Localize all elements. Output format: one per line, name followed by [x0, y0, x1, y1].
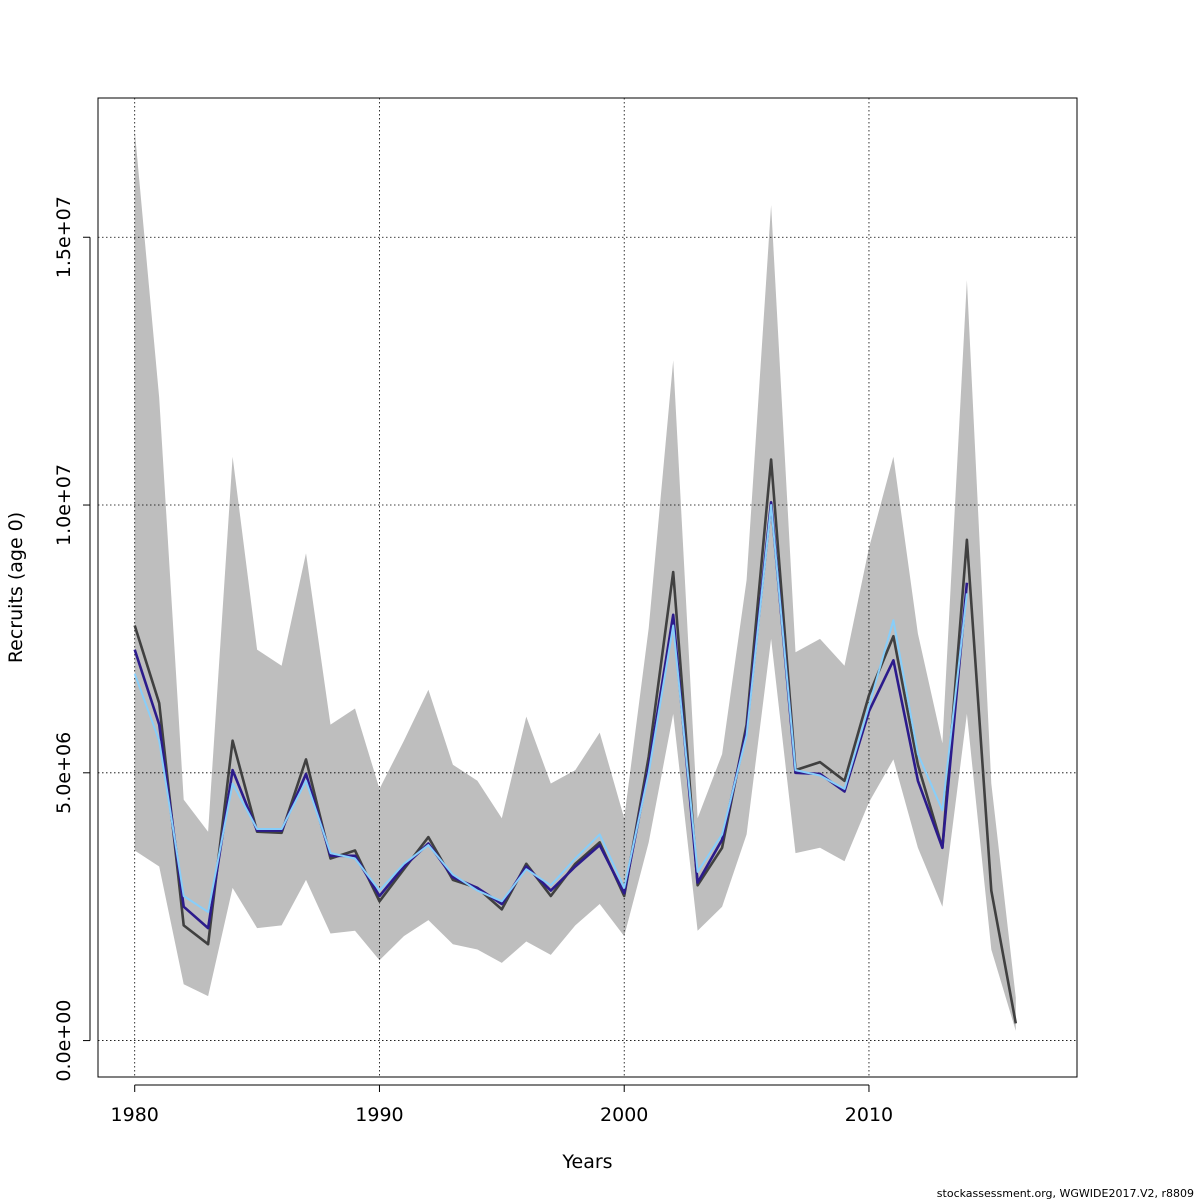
x-tick-label: 2000 — [600, 1104, 648, 1126]
plot-frame — [97, 97, 1078, 1078]
confidence-band — [134, 130, 1016, 1031]
y-axis: 0.0e+00 5.0e+06 1.0e+07 1.5e+07 — [53, 196, 91, 1082]
x-tick-label: 1990 — [355, 1104, 403, 1126]
confidence-band-layer — [134, 130, 1016, 1031]
y-axis-title: Recruits (age 0) — [5, 512, 27, 663]
gridlines — [98, 98, 1077, 1077]
series-line-1 — [133, 458, 1018, 1024]
series-line-3 — [133, 504, 968, 913]
series-lines — [133, 458, 1018, 1024]
x-axis-title: Years — [561, 1151, 612, 1173]
y-tick-label: 0.0e+00 — [53, 1000, 75, 1082]
x-tick-label: 2010 — [845, 1104, 893, 1126]
plot-area — [97, 97, 1078, 1078]
y-tick-label: 1.0e+07 — [53, 464, 75, 546]
y-tick-label: 1.5e+07 — [53, 196, 75, 278]
x-axis: 1980 1990 2000 2010 — [111, 1084, 893, 1126]
y-tick-label: 5.0e+06 — [53, 732, 75, 814]
x-tick-label: 1980 — [111, 1104, 159, 1126]
credit-text: stockassessment.org, WGWIDE2017.V2, r880… — [937, 1187, 1194, 1200]
